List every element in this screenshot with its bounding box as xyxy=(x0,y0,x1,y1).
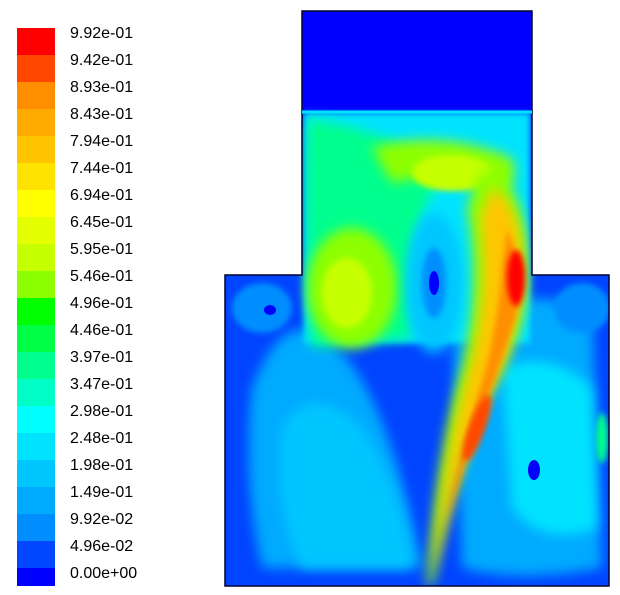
legend-swatch xyxy=(17,28,55,55)
legend-swatch xyxy=(17,217,55,244)
legend-swatch xyxy=(17,55,55,82)
top-band-core xyxy=(412,155,492,191)
legend-swatch xyxy=(17,460,55,487)
legend-swatch xyxy=(17,487,55,514)
legend-tick-label: 4.96e-02 xyxy=(70,538,134,555)
legend-swatch xyxy=(17,406,55,433)
legend-swatch-min xyxy=(17,568,55,586)
legend-tick-label: 9.92e-02 xyxy=(70,511,134,528)
legend-tick-label: 5.46e-01 xyxy=(70,268,134,285)
velocity-field xyxy=(225,11,609,586)
legend-tick-label: 6.45e-01 xyxy=(70,214,134,231)
legend-swatch xyxy=(17,109,55,136)
left-vortex-peak xyxy=(322,258,372,328)
contour-plot xyxy=(224,10,610,587)
left-corner-zone xyxy=(232,283,292,333)
legend-tick-label: 6.94e-01 xyxy=(70,187,134,204)
legend-tick-label: 4.96e-01 xyxy=(70,295,134,312)
legend-swatch xyxy=(17,244,55,271)
legend-swatch xyxy=(17,163,55,190)
jet-peak-lower xyxy=(462,394,492,462)
legend-tick-label: 8.93e-01 xyxy=(70,79,134,96)
legend-tick-label: 5.95e-01 xyxy=(70,241,134,258)
legend-swatch xyxy=(17,514,55,541)
legend-tick-label: 7.44e-01 xyxy=(70,160,134,177)
legend-swatch xyxy=(17,379,55,406)
right-pocket xyxy=(528,460,540,480)
right-corner-zone xyxy=(554,283,609,333)
middle-vortex-eye xyxy=(429,271,439,295)
top-region xyxy=(302,11,532,111)
jet-peak-upper xyxy=(507,250,525,306)
legend-tick-label: 0.00e+00 xyxy=(70,565,138,582)
right-wall-zone xyxy=(596,413,608,463)
legend-tick-label: 4.46e-01 xyxy=(70,322,134,339)
legend-swatch xyxy=(17,325,55,352)
color-legend: 9.92e-01 9.42e-01 8.93e-01 8.43e-01 7.94e-01… xyxy=(17,25,167,586)
legend-swatch xyxy=(17,541,55,568)
legend-swatch xyxy=(17,298,55,325)
legend-tick-label: 3.97e-01 xyxy=(70,349,134,366)
domain-outline xyxy=(224,10,610,587)
legend-swatch xyxy=(17,82,55,109)
legend-tick-label: 9.92e-01 xyxy=(70,25,134,42)
legend-tick-label: 8.43e-01 xyxy=(70,106,134,123)
legend-tick-label: 2.98e-01 xyxy=(70,403,134,420)
legend-tick-label: 7.94e-01 xyxy=(70,133,134,150)
lower-left-inner-zone xyxy=(279,403,412,568)
legend-swatch xyxy=(17,136,55,163)
legend-tick-label: 9.42e-01 xyxy=(70,52,134,69)
lower-right-inner-zone xyxy=(502,361,597,535)
legend-swatch xyxy=(17,352,55,379)
legend-swatch xyxy=(17,433,55,460)
legend-tick-label: 3.47e-01 xyxy=(70,376,134,393)
legend-tick-label: 1.49e-01 xyxy=(70,484,134,501)
legend-tick-label: 2.48e-01 xyxy=(70,430,134,447)
legend-swatch xyxy=(17,190,55,217)
legend-tick-label: 1.98e-01 xyxy=(70,457,134,474)
legend-swatch xyxy=(17,271,55,298)
left-pocket xyxy=(264,305,276,315)
